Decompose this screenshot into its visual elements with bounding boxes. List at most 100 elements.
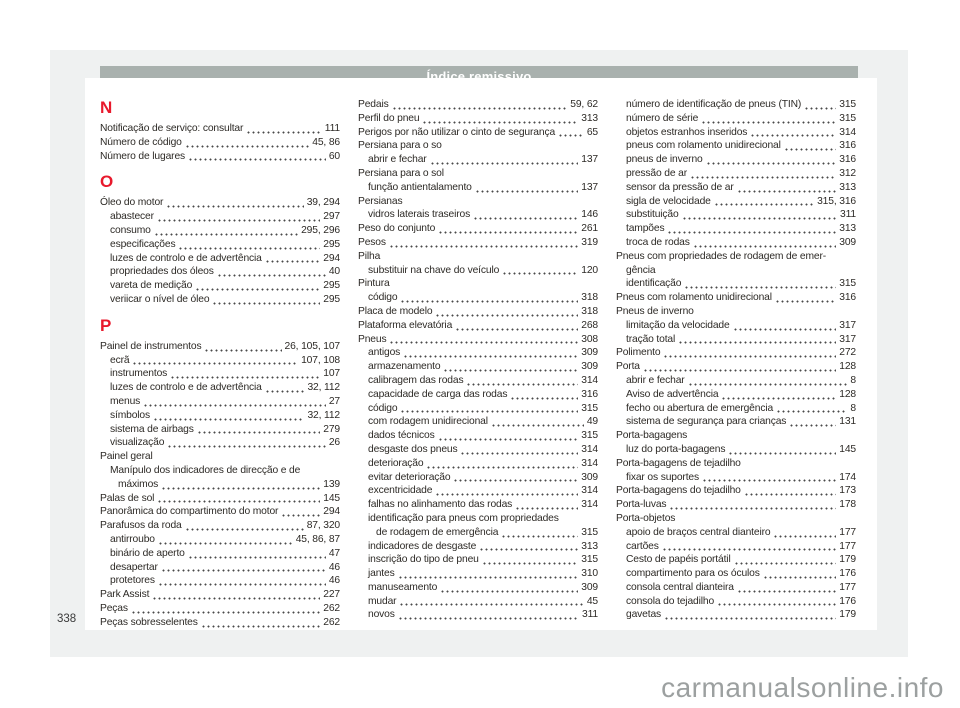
index-entry: abrir e fechar 137 — [358, 153, 598, 167]
dot-leader — [246, 122, 322, 136]
index-entry: compartimento para os óculos 176 — [616, 567, 856, 581]
index-entry: Persiana para o so — [358, 139, 598, 153]
entry-page-number: 316 — [839, 292, 856, 304]
index-entry: Pneus de inverno — [616, 305, 856, 319]
index-entry: excentricidade 314 — [358, 484, 598, 499]
index-entry: sigla de velocidade 315, 316 — [616, 194, 856, 209]
dot-leader — [678, 332, 837, 347]
dot-leader — [479, 539, 579, 554]
index-entry: capacidade de carga das rodas 316 — [358, 387, 598, 402]
index-entry: visualização 26 — [100, 436, 340, 451]
entry-label: Notificação de serviço: consultar — [100, 123, 244, 134]
entry-page-number: 315 — [581, 430, 598, 442]
index-entry: Cesto de papéis portátil 179 — [616, 553, 856, 568]
dot-leader — [196, 422, 321, 437]
entry-label: protetores — [110, 575, 155, 587]
index-entry: Polimento 272 — [616, 346, 856, 361]
dot-leader — [167, 436, 326, 451]
dot-leader — [188, 149, 326, 164]
index-content: N Notificação de serviço: consultar 111 Núm… — [100, 98, 856, 630]
entry-label: número de série — [626, 112, 699, 124]
entry-page-number: 177 — [839, 581, 856, 593]
entry-page-number: 315, 316 — [817, 195, 856, 207]
entry-label: Pneus com propriedades de rodagem de eme… — [616, 250, 827, 262]
entry-page-number: 46 — [328, 575, 340, 587]
entry-page-number: 179 — [839, 554, 856, 566]
index-entry: Pintura — [358, 277, 598, 291]
entry-label: Porta-bagagens — [616, 430, 688, 442]
entry-page-number: 32, 112 — [307, 382, 340, 394]
index-entry: Número de lugares 60 — [100, 149, 340, 164]
section-letter: P — [100, 315, 112, 335]
entry-label: antigos — [368, 347, 401, 359]
entry-page-number: 45 — [586, 595, 598, 607]
entry-page-number: 262 — [323, 616, 340, 628]
entry-label: pneus com rolamento unidirecional — [626, 140, 781, 152]
dot-leader — [687, 373, 848, 388]
entry-label: Pilha — [358, 250, 381, 262]
index-entry: pneus com rolamento unidirecional 316 — [616, 139, 856, 154]
index-entry: evitar deterioração 309 — [358, 470, 598, 485]
entry-page-number: 39, 294 — [306, 197, 340, 209]
entry-label: Pneus de inverno — [616, 305, 694, 317]
index-entry: tração total 317 — [616, 332, 856, 347]
entry-label: binário de aperto — [110, 547, 185, 559]
entry-label: Peças sobresselentes — [100, 616, 198, 628]
entry-label: antirroubo — [110, 533, 155, 545]
index-entry: símbolos 32, 112 — [100, 408, 340, 423]
index-column-3: número de identificação de pneus (TIN) 31… — [616, 98, 856, 630]
entry-label: tampões — [626, 223, 665, 235]
entry-label: Perfil do pneu — [358, 112, 420, 124]
dot-leader — [403, 346, 579, 361]
dot-leader — [440, 580, 579, 595]
index-entry: manuseamento 309 — [358, 580, 598, 595]
entry-page-number: 178 — [839, 499, 856, 511]
dot-leader — [705, 153, 837, 167]
dot-leader — [391, 98, 568, 112]
entry-label: objetos estranhos inseridos — [626, 126, 748, 138]
entry-page-number: 314 — [581, 443, 598, 455]
dot-leader — [481, 553, 579, 568]
entry-page-number: 295 — [323, 280, 340, 292]
entry-page-number: 316 — [581, 388, 598, 400]
index-entry: objetos estranhos inseridos 314 — [616, 125, 856, 140]
entry-label: manuseamento — [368, 581, 438, 593]
entry-page-number: 308 — [581, 333, 598, 345]
dot-leader — [437, 429, 579, 443]
index-entry: binário de aperto 47 — [100, 546, 340, 561]
entry-label: Aviso de advertência — [626, 388, 719, 400]
section-letter: N — [100, 98, 113, 117]
index-entry: ecrã 107, 108 — [100, 353, 340, 368]
index-entry: Painel geral — [100, 450, 340, 464]
dot-leader — [501, 525, 579, 540]
entry-page-number: 26, 105, 107 — [284, 340, 340, 352]
index-entry: Notificação de serviço: consultar 111 — [100, 122, 340, 136]
dot-leader — [721, 387, 837, 402]
index-entry: armazenamento 309 — [358, 360, 598, 374]
index-entry: gência — [616, 264, 856, 278]
dot-leader — [153, 223, 299, 238]
index-entry: desapertar 46 — [100, 560, 340, 575]
dot-leader — [692, 235, 837, 250]
entry-label: consumo — [110, 224, 151, 236]
entry-page-number: 272 — [839, 347, 856, 359]
index-entry: Perfil do pneu 313 — [358, 111, 598, 126]
entry-label: deterioração — [368, 457, 424, 469]
entry-label: limitação da velocidade — [626, 319, 730, 331]
entry-page-number: 310 — [581, 568, 598, 580]
entry-label: pneus de inverno — [626, 154, 703, 166]
entry-label: Porta-bagagens do tejadilho — [616, 485, 741, 497]
entry-page-number: 87, 320 — [306, 520, 340, 532]
entry-page-number: 107, 108 — [301, 354, 340, 366]
entry-page-number: 295 — [323, 293, 340, 305]
index-entry: deterioração 314 — [358, 456, 598, 471]
entry-page-number: 317 — [839, 319, 856, 331]
entry-page-number: 173 — [839, 485, 856, 497]
dot-leader — [667, 222, 837, 236]
entry-label: abrir e fechar — [368, 154, 427, 166]
entry-page-number: 309 — [839, 236, 856, 248]
index-entry: identificação para pneus com propriedade… — [358, 512, 598, 526]
entry-page-number: 315 — [581, 526, 598, 538]
entry-page-number: 279 — [323, 423, 340, 435]
dot-leader — [166, 196, 304, 211]
